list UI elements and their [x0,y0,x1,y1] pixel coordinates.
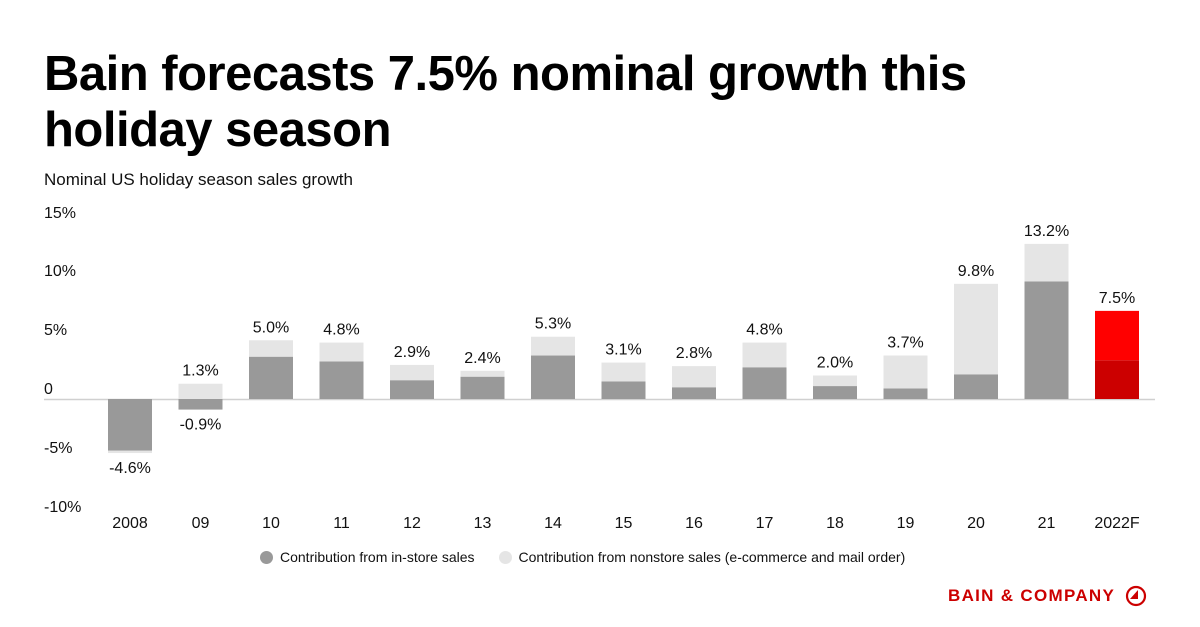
y-tick-label: 5% [44,322,67,339]
x-tick-label: 15 [615,515,633,532]
chart-title: Bain forecasts 7.5% nominal growth this … [44,47,967,157]
bar-segment-instore [319,361,364,399]
data-label: 5.0% [253,319,289,336]
y-tick-label: -5% [44,440,72,457]
bar-segment-nonstore [672,366,716,388]
bar-segment-instore [1095,360,1139,399]
bar-segment-nonstore [1095,310,1139,361]
data-label: 2.4% [464,350,500,367]
y-tick-label: 0 [44,381,53,398]
y-tick-label: 15% [44,205,76,222]
legend-swatch-nonstore [498,550,512,564]
x-tick-label: 20 [967,515,985,532]
x-tick-label: 11 [333,515,350,532]
data-label: 2.9% [394,344,430,361]
legend-item-instore: Contribution from in-store sales [260,549,475,565]
data-label: 2.8% [676,345,712,362]
chart-subtitle: Nominal US holiday season sales growth [44,170,353,189]
bar-segment-nonstore [601,362,646,382]
data-label: 3.1% [605,342,641,359]
x-tick-label: 17 [756,515,774,532]
legend-label-instore: Contribution from in-store sales [280,549,475,565]
legend-swatch-instore [260,550,273,564]
bar-segment-instore [954,374,998,399]
data-label: -0.9% [180,417,222,434]
bar-segment-nonstore [319,342,364,362]
stacked-bar-chart: 15% 10% 5% 0 -5% -10% 2008 09 10 11 12 13 14 15 16 17 18… [44,205,1155,532]
bar-segment-nonstore [1024,243,1069,282]
bar-segment-instore [1024,281,1069,399]
bar-segment-instore [178,399,223,410]
data-label: 2.0% [817,355,853,372]
bar-segment-instore [460,376,505,399]
x-tick-label: 21 [1038,515,1056,532]
bar-segment-nonstore [460,370,505,377]
data-label: 4.8% [746,322,782,339]
x-tick-label: 14 [544,515,562,532]
x-tick-label: 09 [192,515,210,532]
bar-segment-instore [742,367,787,399]
brand-logo: BAIN & COMPANY [948,585,1147,607]
data-label: 1.3% [182,363,218,380]
bar-segment-instore [883,388,928,399]
bar-segment-nonstore [178,383,223,399]
bar-segment-instore [672,387,716,399]
y-tick-label: -10% [44,499,81,516]
bar-segment-instore [601,381,646,399]
data-label: -4.6% [109,460,151,477]
data-label: 9.8% [958,263,994,280]
x-tick-label: 2008 [112,515,148,532]
bar-segment-nonstore [390,364,434,381]
legend-label-nonstore: Contribution from nonstore sales (e-comm… [518,549,906,565]
data-label: 3.7% [887,335,923,352]
bar-segment-instore [390,380,434,399]
x-tick-label: 18 [826,515,844,532]
bar-segment-instore [531,355,575,399]
bar-segment-nonstore [249,340,293,357]
bar-segment-nonstore [954,283,998,375]
x-tick-label: 19 [897,515,915,532]
bar-segment-nonstore [531,336,575,356]
bar-segment-nonstore [883,355,928,389]
x-tick-label: 16 [685,515,703,532]
bar-segment-instore [108,399,152,451]
x-tick-label: 12 [403,515,421,532]
data-label: 4.8% [323,322,359,339]
y-tick-label: 10% [44,263,76,280]
bar-segment-nonstore [108,450,152,454]
x-tick-label: 2022F [1094,515,1140,532]
x-tick-label: 13 [474,515,492,532]
legend-item-nonstore: Contribution from nonstore sales (e-comm… [498,549,906,565]
bar-segment-instore [249,356,293,399]
data-label: 5.3% [535,316,571,333]
bain-logo-icon [1126,585,1147,607]
data-label: 13.2% [1024,223,1069,240]
brand-name: BAIN & COMPANY [948,586,1116,605]
data-label: 7.5% [1099,290,1135,307]
bar-segment-nonstore [742,342,787,368]
legend: Contribution from in-store sales Contrib… [260,549,929,565]
bar-segment-nonstore [813,375,857,387]
x-tick-label: 10 [262,515,280,532]
bar-segment-instore [813,386,857,399]
